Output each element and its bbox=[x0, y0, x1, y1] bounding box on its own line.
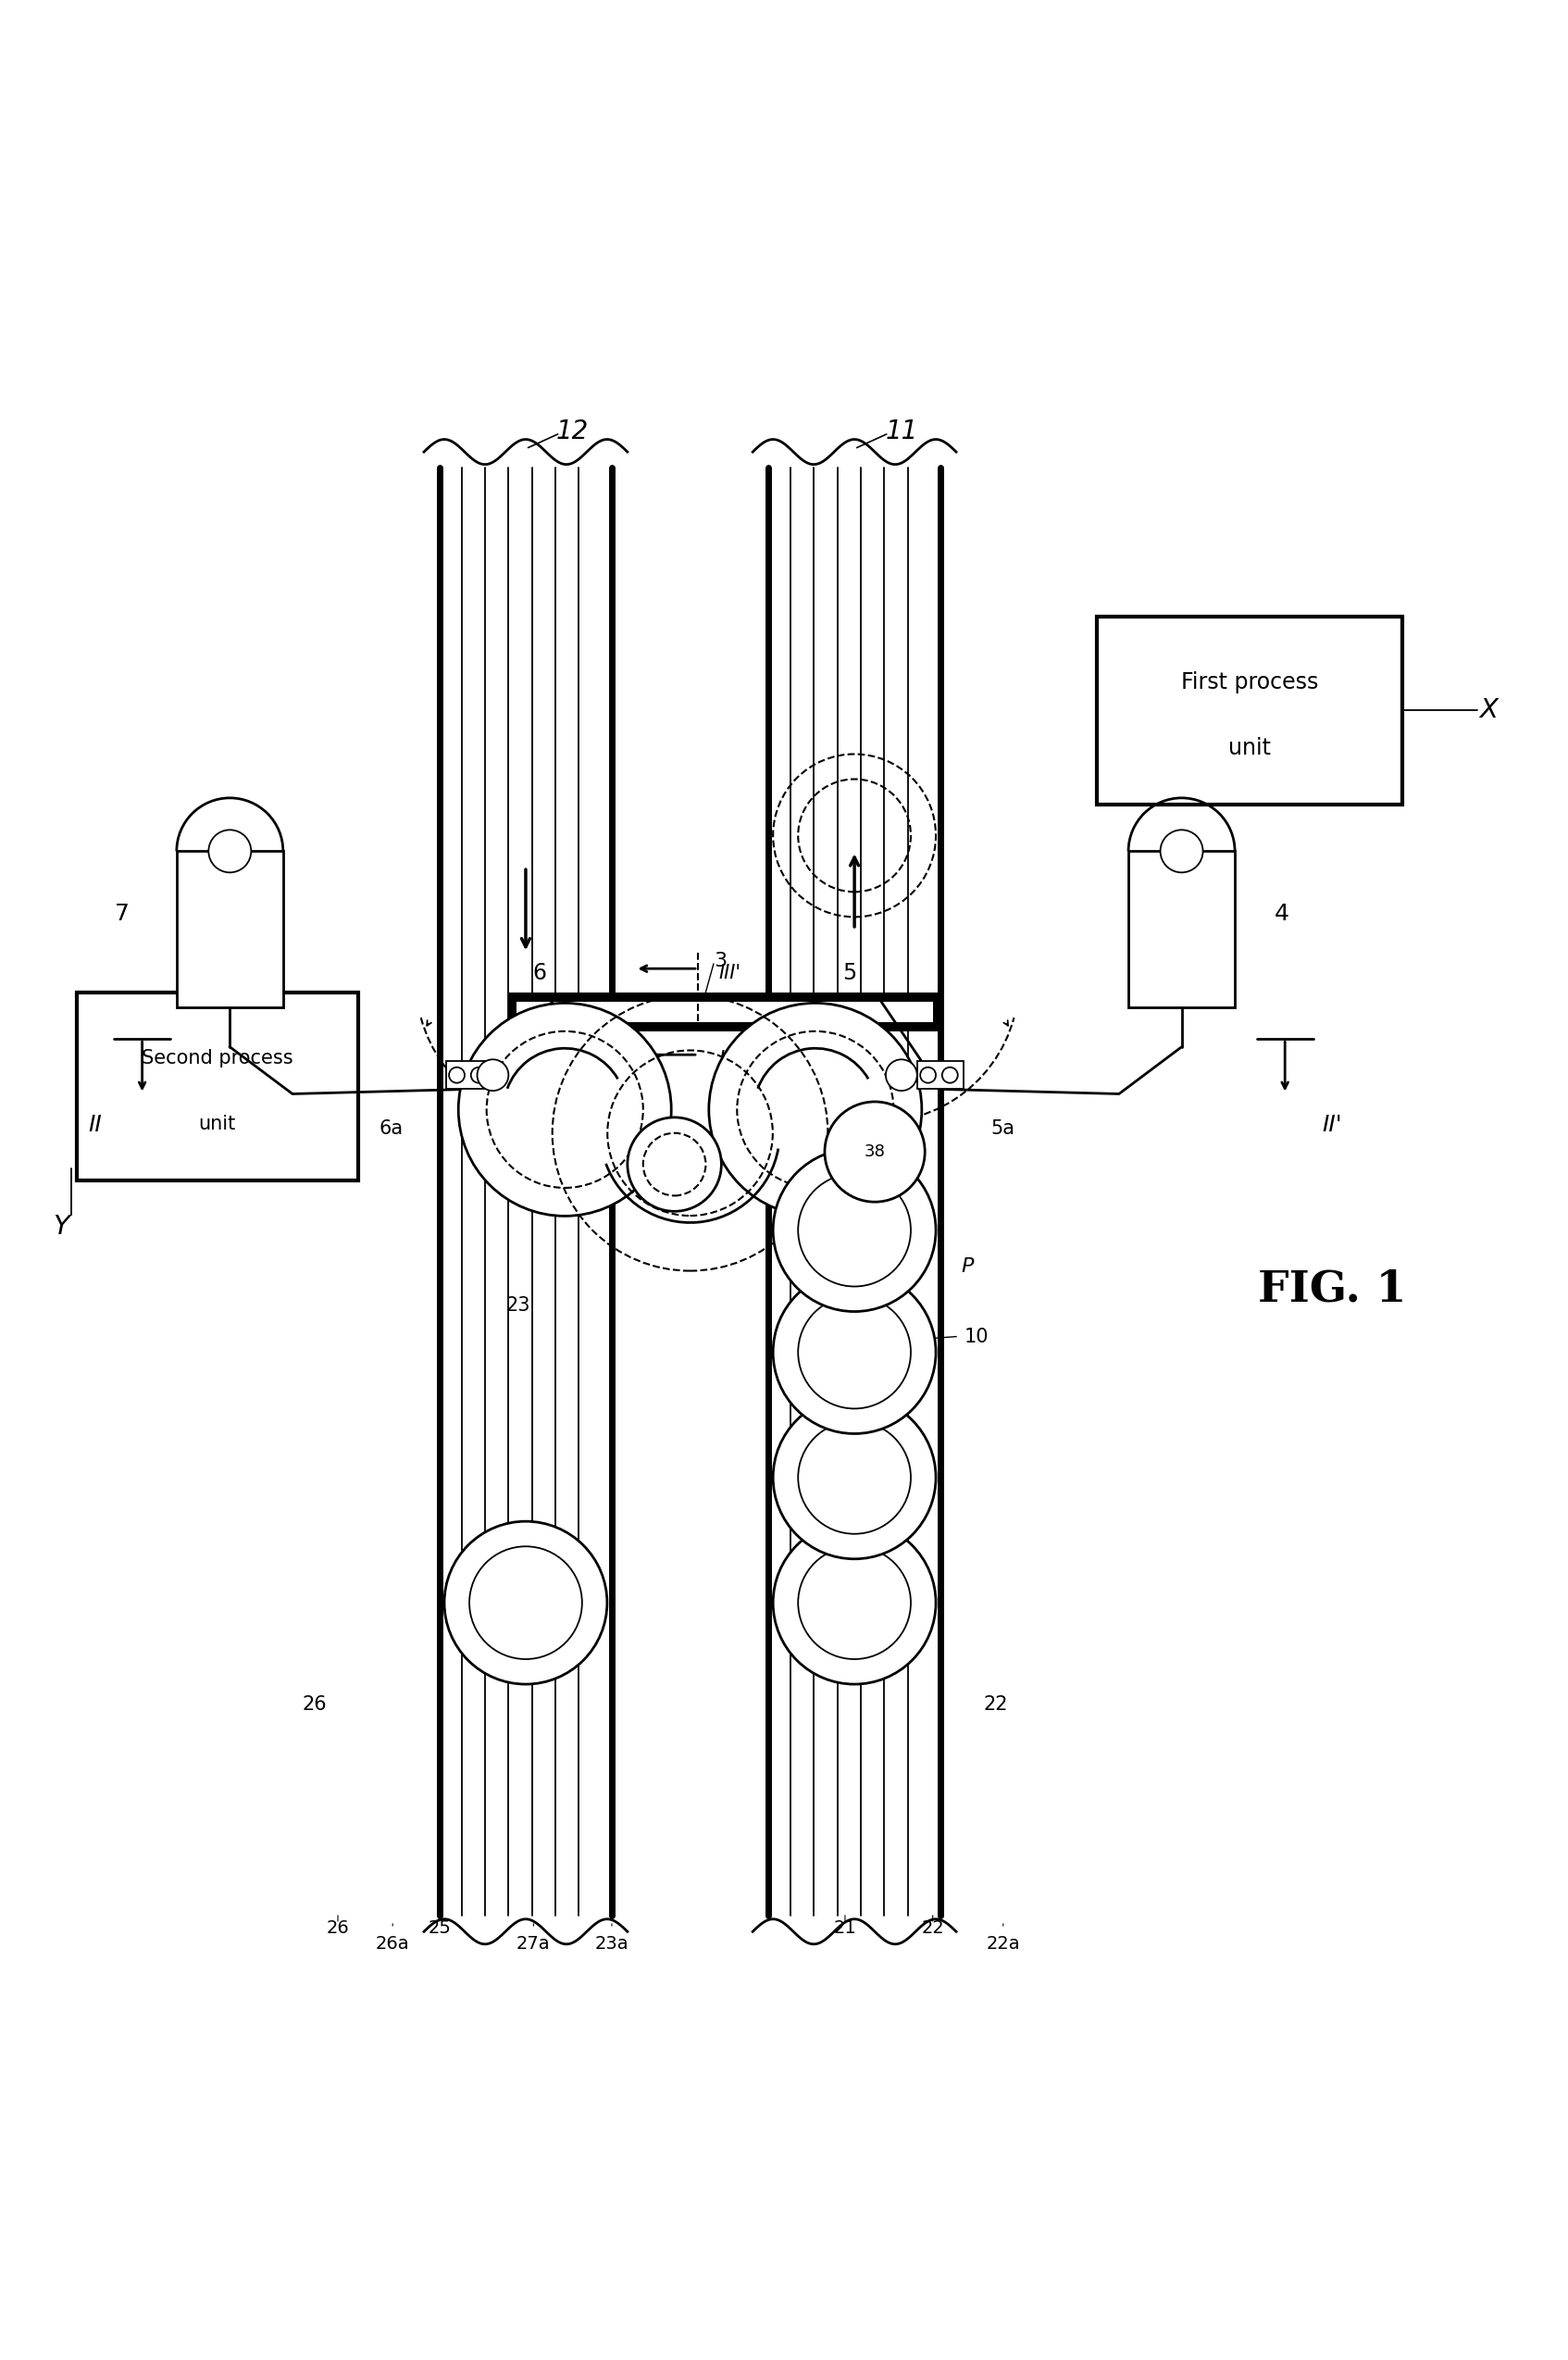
Text: 5: 5 bbox=[842, 963, 856, 984]
Text: 26: 26 bbox=[303, 1694, 326, 1713]
Bar bbox=[77, 991, 358, 1180]
Circle shape bbox=[477, 1060, 508, 1090]
Text: 26: 26 bbox=[326, 1919, 350, 1938]
Circle shape bbox=[458, 1003, 671, 1215]
Text: 27a: 27a bbox=[516, 1935, 550, 1954]
Text: 5a: 5a bbox=[991, 1119, 1014, 1138]
Text: II': II' bbox=[1322, 1114, 1342, 1135]
Bar bbox=[516, 1001, 933, 1022]
Text: unit: unit bbox=[199, 1114, 235, 1133]
Circle shape bbox=[627, 1116, 721, 1211]
Text: 3: 3 bbox=[713, 951, 726, 970]
Circle shape bbox=[825, 1102, 925, 1201]
Text: 10: 10 bbox=[964, 1326, 988, 1345]
Text: II: II bbox=[88, 1114, 102, 1135]
Text: Second process: Second process bbox=[141, 1048, 293, 1067]
Text: 27: 27 bbox=[541, 1076, 566, 1095]
Bar bbox=[917, 1062, 964, 1090]
Text: Y: Y bbox=[53, 1213, 69, 1239]
Circle shape bbox=[773, 1522, 936, 1685]
Text: 7: 7 bbox=[114, 902, 130, 925]
Circle shape bbox=[773, 1397, 936, 1560]
Text: 26a: 26a bbox=[376, 1935, 409, 1954]
Circle shape bbox=[470, 1067, 486, 1083]
Bar bbox=[1129, 852, 1236, 1008]
Circle shape bbox=[773, 1270, 936, 1433]
Bar bbox=[1098, 616, 1402, 805]
Text: 1: 1 bbox=[792, 1067, 808, 1090]
Circle shape bbox=[709, 1003, 922, 1215]
Circle shape bbox=[448, 1067, 464, 1083]
Circle shape bbox=[1160, 831, 1203, 873]
Text: First process: First process bbox=[1181, 670, 1319, 694]
Circle shape bbox=[773, 1149, 936, 1312]
Text: unit: unit bbox=[1228, 736, 1272, 760]
Text: 6a: 6a bbox=[379, 1119, 403, 1138]
Text: 22a: 22a bbox=[986, 1935, 1021, 1954]
Text: X: X bbox=[1479, 696, 1497, 722]
Circle shape bbox=[920, 1067, 936, 1083]
Bar bbox=[445, 1062, 492, 1090]
Text: 12: 12 bbox=[557, 418, 590, 444]
Text: P: P bbox=[961, 1258, 974, 1274]
Text: 22: 22 bbox=[922, 1919, 944, 1938]
Circle shape bbox=[444, 1522, 607, 1685]
Text: 11: 11 bbox=[884, 418, 917, 444]
Text: 8: 8 bbox=[602, 1130, 615, 1149]
Text: 22: 22 bbox=[983, 1694, 1008, 1713]
Text: 2: 2 bbox=[543, 1067, 557, 1090]
Text: 25: 25 bbox=[428, 1919, 452, 1938]
Text: 38: 38 bbox=[864, 1145, 886, 1161]
Text: FIG. 1: FIG. 1 bbox=[1258, 1267, 1406, 1310]
Text: 23a: 23a bbox=[594, 1935, 629, 1954]
Text: 6: 6 bbox=[533, 963, 547, 984]
Text: III: III bbox=[718, 1050, 735, 1069]
Circle shape bbox=[209, 831, 251, 873]
Circle shape bbox=[942, 1067, 958, 1083]
Text: 23: 23 bbox=[505, 1296, 530, 1315]
Text: 4: 4 bbox=[1273, 902, 1289, 925]
Bar bbox=[177, 852, 284, 1008]
Bar bbox=[508, 991, 941, 1031]
Text: 21: 21 bbox=[834, 1919, 856, 1938]
Text: III': III' bbox=[718, 963, 740, 982]
Circle shape bbox=[886, 1060, 917, 1090]
